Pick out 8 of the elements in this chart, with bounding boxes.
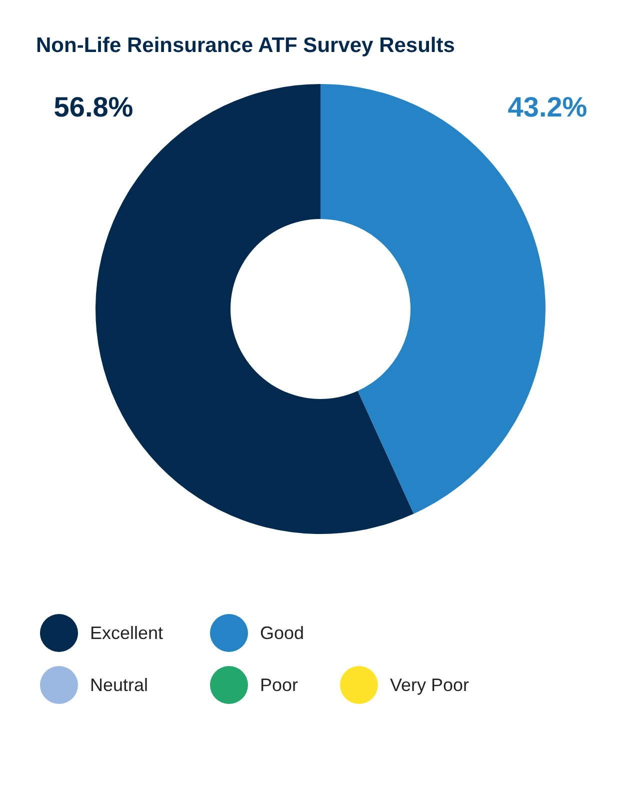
- legend-label: Poor: [260, 674, 298, 696]
- chart-title: Non-Life Reinsurance ATF Survey Results: [35, 33, 456, 59]
- legend-label: Neutral: [90, 674, 148, 696]
- legend-label: Excellent: [90, 622, 164, 644]
- data-label: 56.8%: [54, 92, 134, 123]
- data-label: 43.2%: [508, 92, 588, 123]
- legend-label: Very Poor: [390, 674, 470, 696]
- legend-label: Good: [260, 622, 304, 644]
